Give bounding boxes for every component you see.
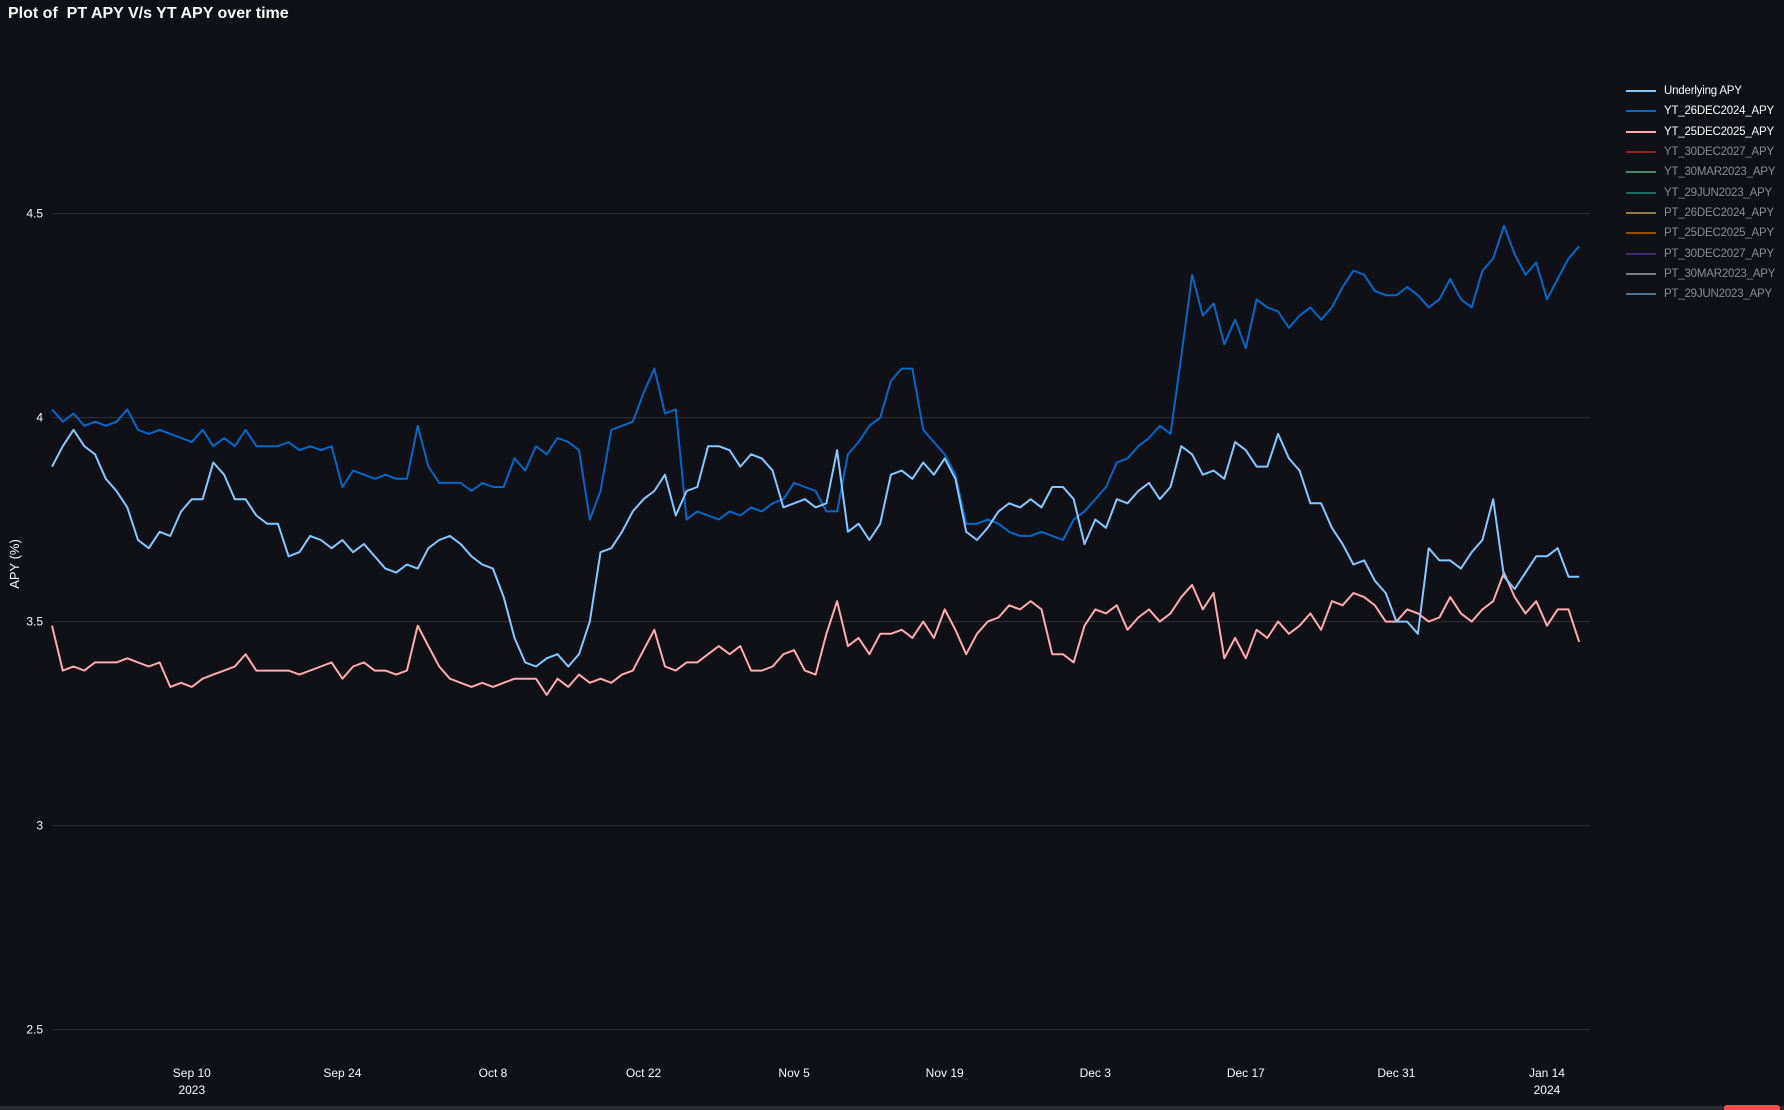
y-tick-label: 3.5 [26, 615, 43, 629]
legend-label: Underlying APY [1664, 85, 1742, 98]
legend-swatch [1626, 272, 1656, 275]
legend-label: YT_29JUN2023_APY [1664, 186, 1773, 199]
y-axis-ticks: 2.5 3 3.5 4 4.5 [26, 207, 43, 1037]
legend-label: YT_25DEC2025_APY [1664, 125, 1774, 138]
x-tick-label: Oct 22 [626, 1066, 662, 1080]
legend-label: PT_26DEC2024_APY [1664, 206, 1774, 219]
legend-item[interactable]: PT_25DEC2025_APY [1626, 223, 1782, 243]
legend-label: YT_26DEC2024_APY [1664, 105, 1774, 118]
legend-item[interactable]: PT_29JUN2023_APY [1626, 284, 1782, 304]
x-tick-year-label: 2023 [178, 1083, 205, 1097]
x-tick-label: Oct 8 [479, 1066, 508, 1080]
y-axis-title: APY (%) [7, 539, 22, 589]
legend-label: PT_30MAR2023_APY [1664, 267, 1776, 280]
y-tick-label: 2.5 [26, 1023, 43, 1037]
legend-item[interactable]: YT_26DEC2024_APY [1626, 101, 1782, 121]
scrollbar-track[interactable] [0, 1106, 1784, 1110]
legend-label: YT_30MAR2023_APY [1664, 166, 1776, 179]
legend-item[interactable]: PT_30MAR2023_APY [1626, 264, 1782, 284]
legend-item[interactable]: PT_30DEC2027_APY [1626, 243, 1782, 263]
x-tick-label: Sep 24 [323, 1066, 361, 1080]
legend-swatch [1626, 90, 1656, 93]
legend-item[interactable]: Underlying APY [1626, 81, 1782, 101]
x-tick-label: Nov 5 [778, 1066, 810, 1080]
x-tick-label: Nov 19 [926, 1066, 964, 1080]
series-line-underlying-apy[interactable] [51, 428, 1580, 668]
line-chart[interactable]: 2.5 3 3.5 4 4.5 Sep 10 2023 Sep 24 Oct 8 Oct 22 N… [0, 0, 1620, 1100]
legend-swatch [1626, 232, 1656, 235]
series-lines[interactable] [51, 224, 1581, 696]
legend-swatch [1626, 191, 1656, 194]
legend-swatch [1626, 293, 1656, 296]
x-tick-label: Dec 17 [1227, 1066, 1265, 1080]
x-tick-year-label: 2024 [1534, 1083, 1561, 1097]
y-tick-label: 4 [36, 411, 43, 425]
legend-swatch [1626, 151, 1656, 154]
legend-swatch [1626, 130, 1656, 133]
series-line-yt-25dec2025-apy[interactable] [51, 571, 1581, 696]
y-tick-label: 3 [36, 819, 43, 833]
legend-item[interactable]: YT_29JUN2023_APY [1626, 182, 1782, 202]
legend-label: PT_25DEC2025_APY [1664, 227, 1774, 240]
legend-label: YT_30DEC2027_APY [1664, 146, 1774, 159]
legend-item[interactable]: YT_30DEC2027_APY [1626, 142, 1782, 162]
series-line-yt-26dec2024-apy[interactable] [51, 224, 1580, 541]
legend-swatch [1626, 211, 1656, 214]
y-tick-label: 4.5 [26, 207, 43, 221]
legend-label: PT_30DEC2027_APY [1664, 247, 1774, 260]
x-tick-label: Dec 31 [1377, 1066, 1415, 1080]
chart-title: Plot of PT APY V/s YT APY over time [8, 5, 289, 22]
legend-item[interactable]: YT_30MAR2023_APY [1626, 162, 1782, 182]
grid-lines [52, 213, 1590, 1031]
legend[interactable]: Underlying APY YT_26DEC2024_APY YT_25DEC20… [1626, 81, 1782, 304]
legend-swatch [1626, 252, 1656, 255]
legend-swatch [1626, 110, 1656, 113]
x-tick-label: Dec 3 [1080, 1066, 1112, 1080]
legend-item[interactable]: YT_25DEC2025_APY [1626, 122, 1782, 142]
legend-item[interactable]: PT_26DEC2024_APY [1626, 203, 1782, 223]
legend-swatch [1626, 171, 1656, 174]
x-tick-label: Jan 14 [1529, 1066, 1565, 1080]
status-indicator [1724, 1105, 1780, 1110]
x-axis-ticks: Sep 10 2023 Sep 24 Oct 8 Oct 22 Nov 5 Nov 19 De… [173, 1066, 1566, 1097]
x-tick-label: Sep 10 [173, 1066, 211, 1080]
legend-label: PT_29JUN2023_APY [1664, 288, 1773, 301]
